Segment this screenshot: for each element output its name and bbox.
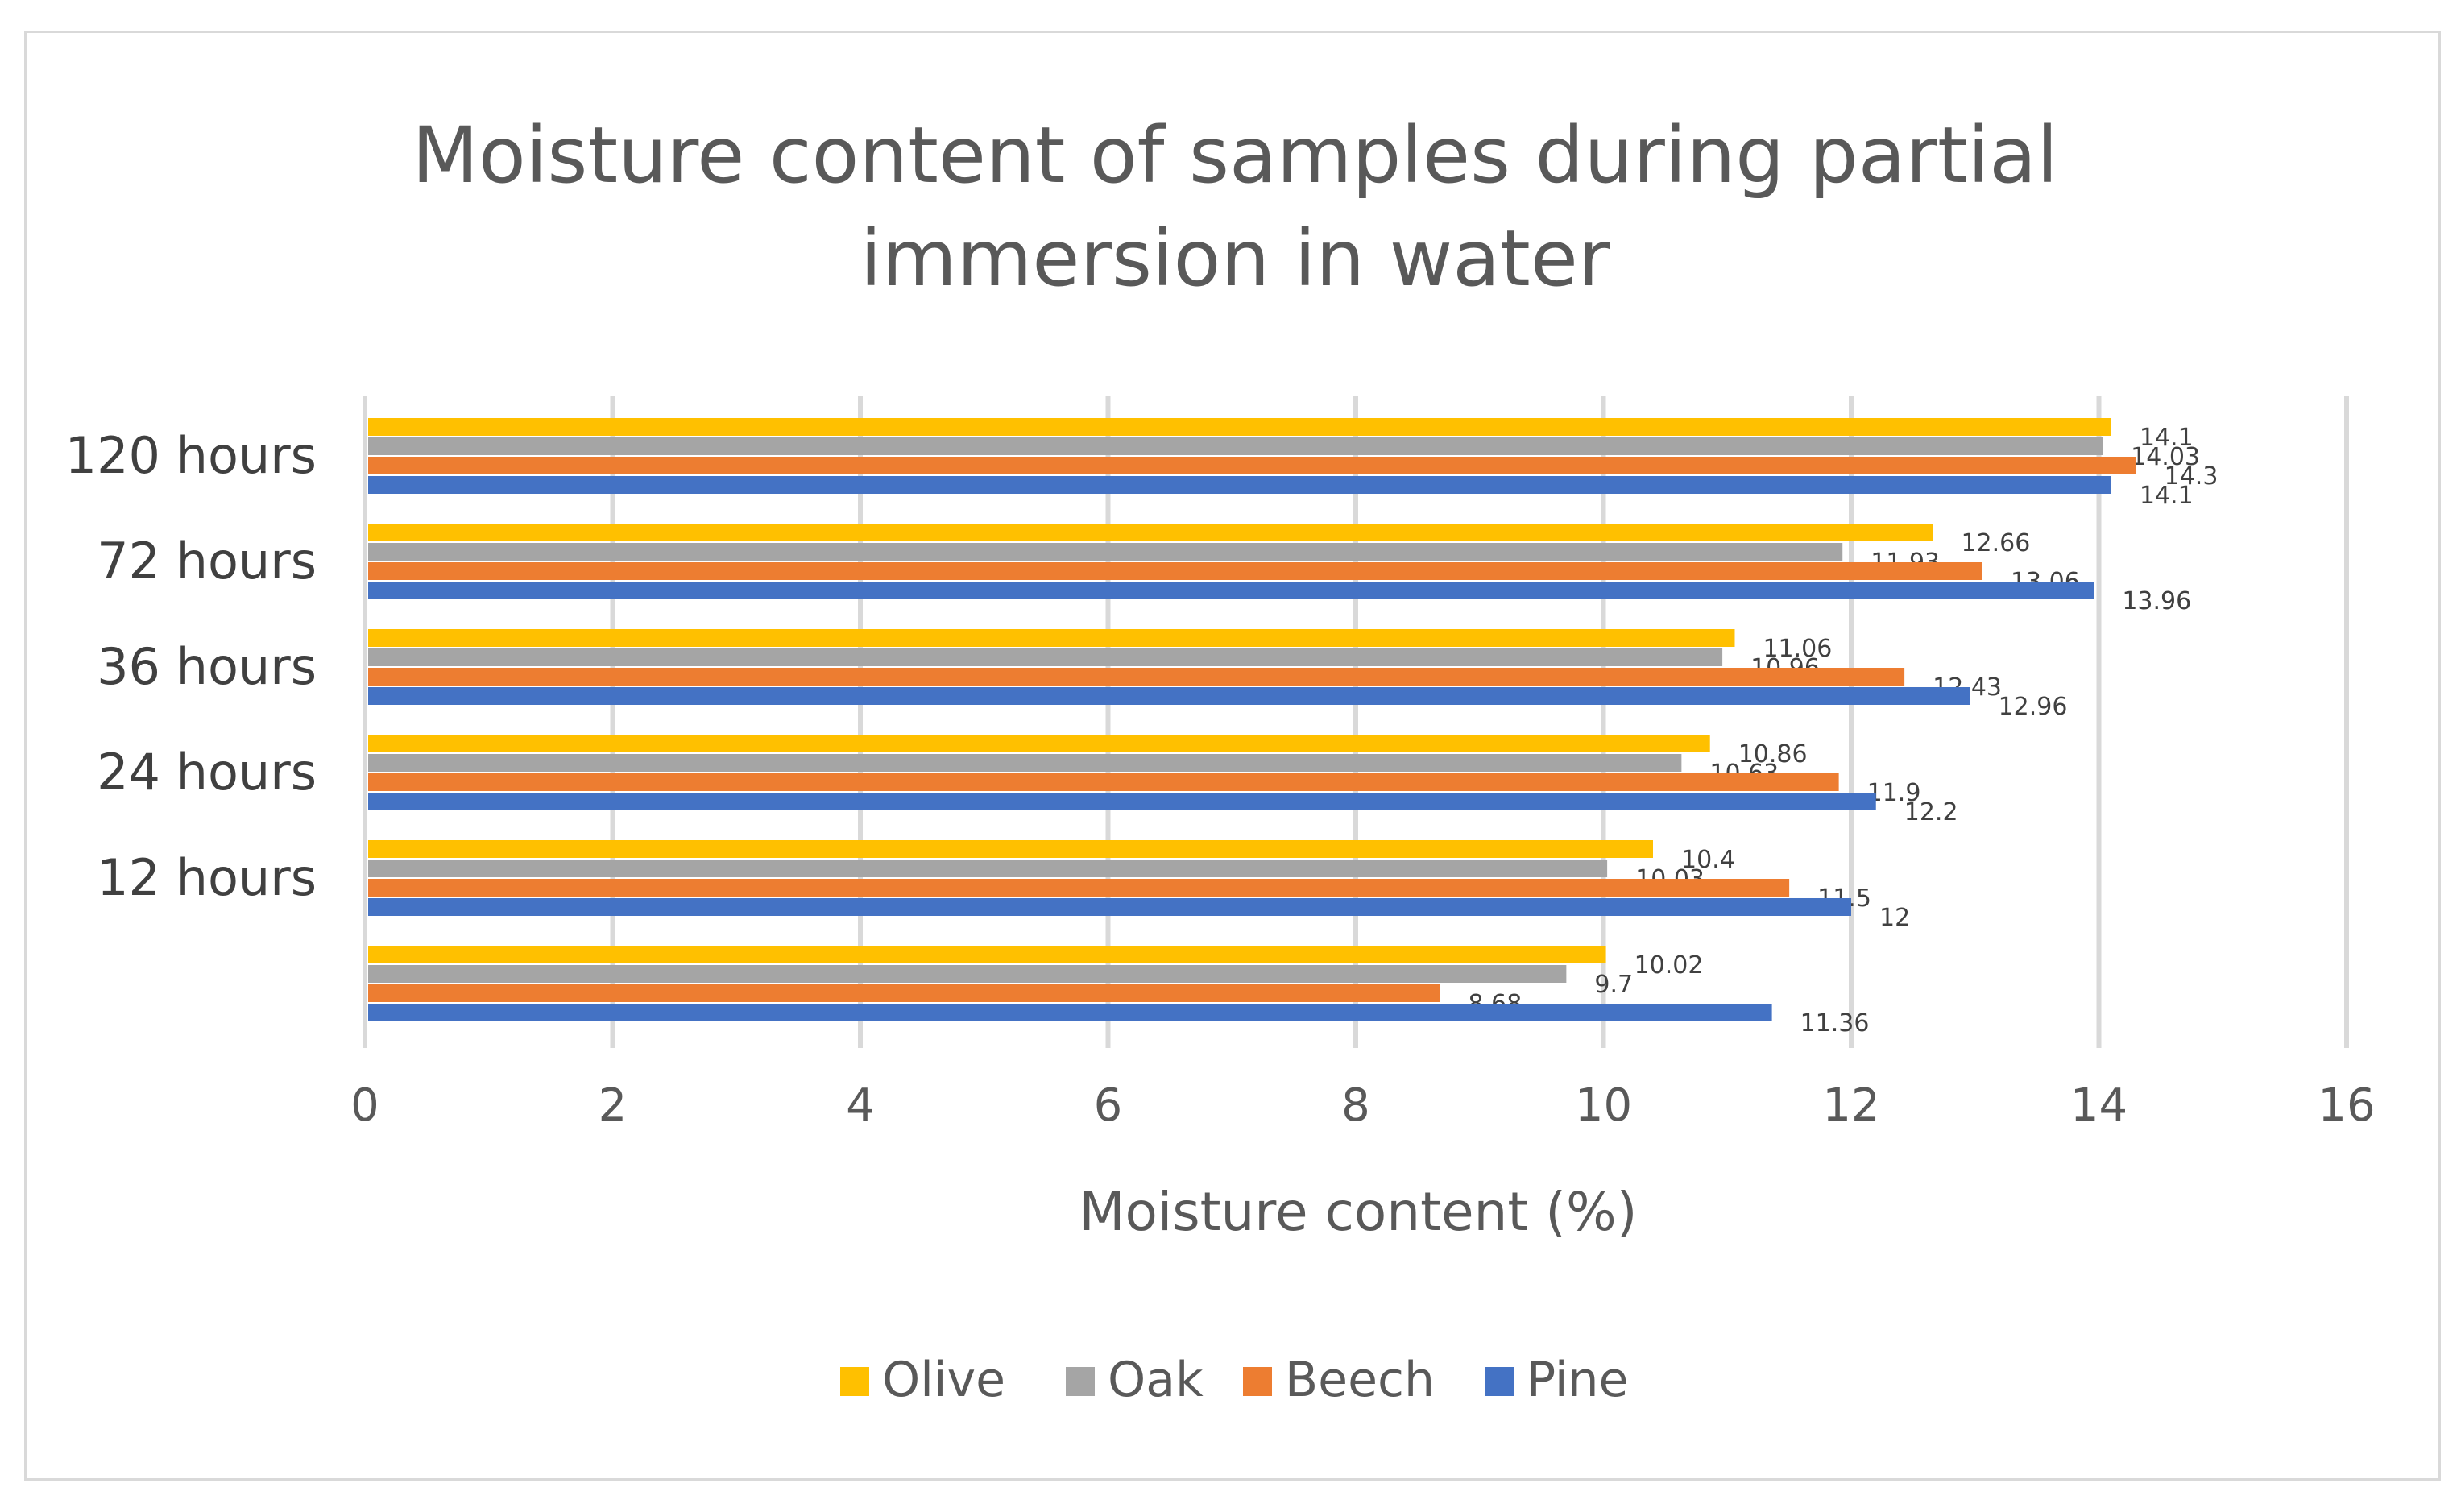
bar-olive xyxy=(368,946,1606,963)
bar-olive xyxy=(368,418,2111,436)
bar-pine xyxy=(368,582,2094,599)
data-label: 11.9 xyxy=(1867,779,1921,807)
bar-beech xyxy=(368,562,1982,580)
bar-beech xyxy=(368,879,1790,897)
bar-beech xyxy=(368,984,1440,1002)
data-label: 12 xyxy=(1879,904,1910,932)
legend-label: Beech xyxy=(1285,1352,1435,1408)
bar-olive xyxy=(368,735,1710,752)
bar-beech xyxy=(368,668,1905,686)
bar-pine xyxy=(368,476,2111,494)
data-label: 10.02 xyxy=(1634,951,1704,980)
x-tick-label: 10 xyxy=(1575,1079,1632,1132)
legend-item-oak: Oak xyxy=(1066,1352,1204,1408)
x-axis-title: Moisture content (%) xyxy=(1079,1181,1638,1243)
chart: Moisture content of samples during parti… xyxy=(65,110,2376,1408)
bar-oak xyxy=(368,648,1723,666)
data-label: 12.2 xyxy=(1904,798,1958,826)
data-label: 11.06 xyxy=(1763,635,1832,663)
bar-oak xyxy=(368,754,1682,772)
data-label: 10.86 xyxy=(1738,740,1808,768)
data-label: 14.1 xyxy=(2140,424,2194,452)
bar-oak xyxy=(368,860,1608,877)
chart-title-line: immersion in water xyxy=(860,213,1610,304)
category-labels: 120 hours 72 hours 36 hours 24 hours 12 hour… xyxy=(65,426,317,907)
x-tick-label: 12 xyxy=(1822,1079,1879,1132)
bar-beech xyxy=(368,773,1839,791)
data-label: 12.96 xyxy=(1999,693,2068,721)
data-label: 9.7 xyxy=(1594,971,1633,999)
data-label: 11.36 xyxy=(1800,1009,1870,1038)
chart-title-line: Moisture content of samples during parti… xyxy=(412,110,2058,201)
x-tick-label: 2 xyxy=(599,1079,628,1132)
bar-pine xyxy=(368,898,1851,916)
data-label: 14.03 xyxy=(2131,443,2200,471)
bar-pine xyxy=(368,1004,1772,1021)
bar-oak xyxy=(368,437,2103,455)
x-tick-label: 4 xyxy=(846,1079,875,1132)
legend-item-olive: Olive xyxy=(840,1352,1005,1408)
legend-swatch xyxy=(840,1367,869,1396)
legend-label: Pine xyxy=(1527,1352,1628,1408)
category-label: 120 hours xyxy=(65,426,317,485)
bar-oak xyxy=(368,965,1567,983)
x-tick-label: 14 xyxy=(2070,1079,2127,1132)
bar-olive xyxy=(368,524,1933,541)
legend-label: Oak xyxy=(1108,1352,1204,1408)
bar-pine xyxy=(368,793,1876,810)
chart-title: Moisture content of samples during parti… xyxy=(412,110,2058,304)
bar-pine xyxy=(368,687,1970,705)
data-label: 14.1 xyxy=(2140,482,2194,510)
bar-olive xyxy=(368,629,1735,647)
x-tick-label: 16 xyxy=(2318,1079,2375,1132)
legend-label: Olive xyxy=(882,1352,1005,1408)
chart-frame: Moisture content of samples during parti… xyxy=(24,31,2441,1481)
bars: 14.114.0314.314.112.6611.9313.0613.9611.… xyxy=(368,418,2218,1038)
category-label: 24 hours xyxy=(97,743,317,802)
legend-item-beech: Beech xyxy=(1243,1352,1435,1408)
legend-swatch xyxy=(1243,1367,1272,1396)
data-label: 14.3 xyxy=(2165,462,2219,491)
bar-olive xyxy=(368,840,1653,858)
x-tick-label: 8 xyxy=(1341,1079,1370,1132)
legend: Olive Oak Beech Pine xyxy=(840,1352,1628,1408)
legend-swatch xyxy=(1066,1367,1095,1396)
x-tick-label: 6 xyxy=(1094,1079,1123,1132)
data-label: 10.4 xyxy=(1681,846,1735,874)
category-label: 72 hours xyxy=(97,532,317,590)
x-tick-label: 0 xyxy=(350,1079,379,1132)
bar-beech xyxy=(368,457,2136,474)
category-label: 36 hours xyxy=(97,637,317,696)
x-tick-labels: 0 2 4 6 8 10 12 14 16 xyxy=(350,1079,2375,1132)
legend-swatch xyxy=(1485,1367,1514,1396)
data-label: 12.66 xyxy=(1961,529,2030,557)
data-label: 13.96 xyxy=(2122,587,2191,615)
legend-item-pine: Pine xyxy=(1485,1352,1628,1408)
category-label: 12 hours xyxy=(97,848,317,907)
gridlines xyxy=(363,396,2349,1048)
bar-oak xyxy=(368,543,1843,561)
